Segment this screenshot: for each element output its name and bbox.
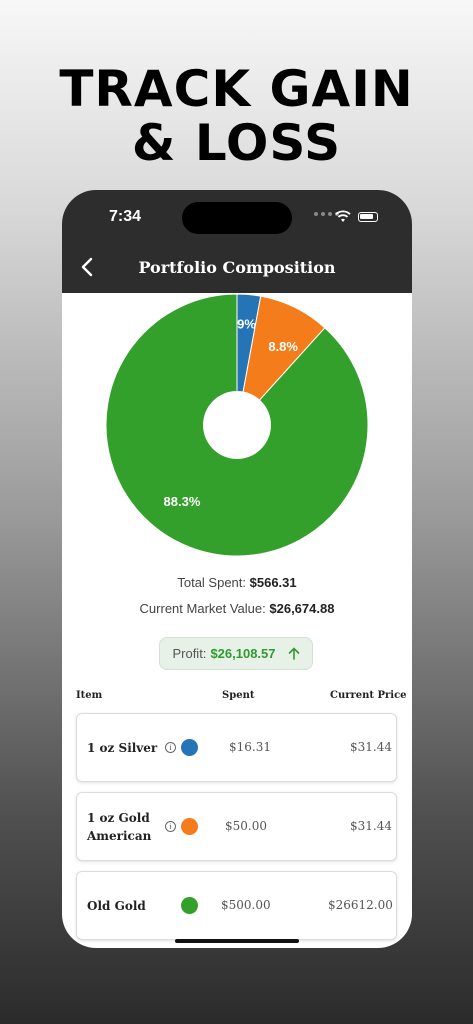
pie-slice-label: 88.3% — [164, 494, 201, 509]
holding-price: $26612.00 — [328, 898, 393, 912]
market-value-value: $26,674.88 — [269, 601, 335, 616]
table-header: Item Spent Current Price — [62, 690, 412, 706]
total-spent-label: Total Spent: — [177, 575, 247, 590]
battery-icon — [358, 212, 378, 222]
profit-label: Profit: — [172, 646, 207, 661]
headline-line-1: TRACK GAIN — [59, 60, 414, 118]
info-icon[interactable]: i — [165, 742, 176, 753]
holding-spent: $50.00 — [225, 819, 267, 833]
wifi-icon — [335, 210, 351, 222]
market-value-label: Current Market Value: — [139, 601, 266, 616]
holding-row-silver[interactable]: 1 oz Silver i $16.31 $31.44 — [76, 713, 397, 782]
profit-badge: Profit: $26,108.57 — [159, 637, 313, 670]
holding-name-line-2: American — [87, 829, 152, 843]
total-spent: Total Spent: $566.31 — [62, 575, 412, 590]
header-item: Item — [76, 690, 103, 701]
donut-hole — [203, 391, 271, 459]
status-time: 7:34 — [109, 208, 142, 225]
info-icon[interactable]: i — [165, 821, 176, 832]
phone-screen: 7:34 Portfolio Composition 2.9% 8.8% 88.3%… — [62, 190, 412, 948]
arrow-up-icon — [288, 647, 299, 660]
headline-line-2: & LOSS — [131, 114, 342, 172]
holding-name: Old Gold — [87, 899, 146, 913]
holding-price: $31.44 — [350, 740, 392, 754]
holding-name: 1 oz Gold American — [87, 809, 151, 845]
market-value: Current Market Value: $26,674.88 — [62, 601, 412, 616]
header-current-price: Current Price — [330, 690, 407, 701]
color-dot — [181, 897, 198, 914]
holding-name: 1 oz Silver — [87, 741, 158, 755]
holding-spent: $500.00 — [221, 898, 271, 912]
pie-slice-label: 8.8% — [268, 339, 298, 354]
holding-price: $31.44 — [350, 819, 392, 833]
portfolio-pie-chart: 2.9%8.8%88.3% — [105, 293, 369, 557]
back-chevron-icon[interactable] — [78, 256, 96, 278]
promo-headline: TRACK GAIN & LOSS — [0, 62, 473, 170]
top-bar: 7:34 Portfolio Composition — [62, 190, 412, 293]
home-indicator[interactable] — [175, 939, 299, 943]
dynamic-island — [182, 202, 292, 234]
holding-row-old-gold[interactable]: Old Gold $500.00 $26612.00 — [76, 871, 397, 940]
profit-value: $26,108.57 — [210, 646, 276, 661]
page-title: Portfolio Composition — [138, 258, 336, 277]
holding-name-line-1: 1 oz Gold — [87, 811, 150, 825]
header-spent: Spent — [222, 690, 255, 701]
total-spent-value: $566.31 — [249, 575, 297, 590]
color-dot — [181, 739, 198, 756]
holding-row-gold-american[interactable]: 1 oz Gold American i $50.00 $31.44 — [76, 792, 397, 861]
holding-spent: $16.31 — [229, 740, 271, 754]
color-dot — [181, 818, 198, 835]
